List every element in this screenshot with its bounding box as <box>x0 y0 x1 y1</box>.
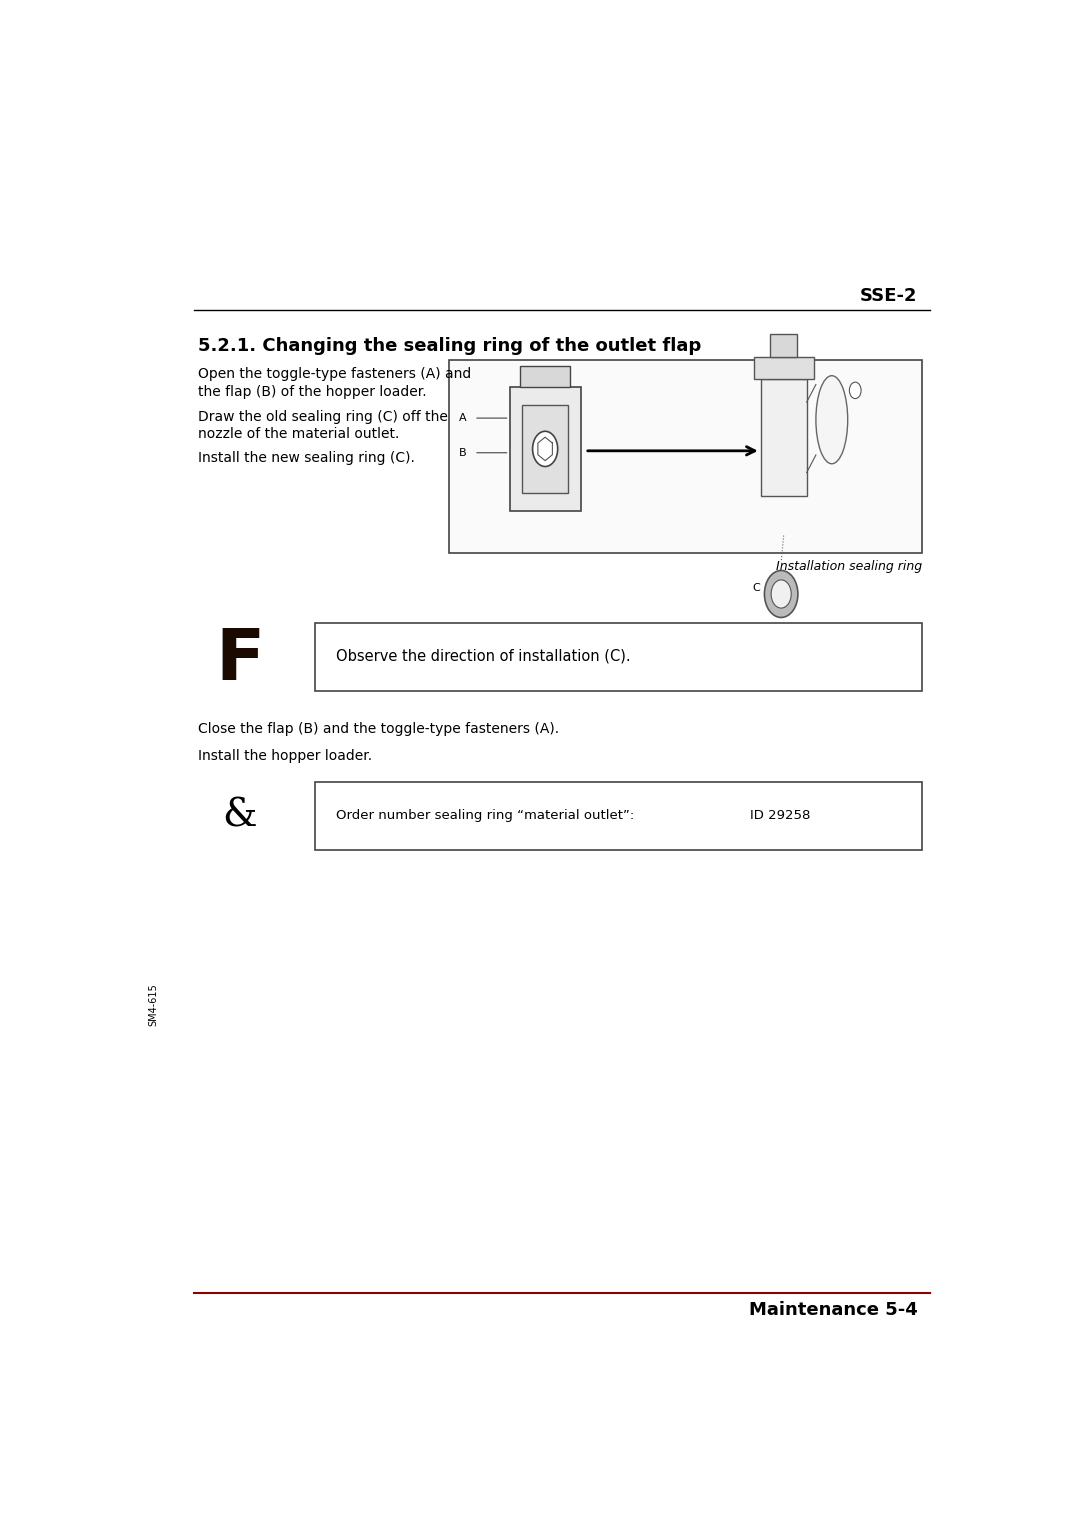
Text: Install the new sealing ring (C).: Install the new sealing ring (C). <box>198 451 415 465</box>
Text: SSE-2: SSE-2 <box>860 287 918 305</box>
Bar <box>315 782 922 849</box>
Text: Close the flap (B) and the toggle-type fasteners (A).: Close the flap (B) and the toggle-type f… <box>198 721 559 737</box>
Text: Installation sealing ring: Installation sealing ring <box>775 560 922 573</box>
Text: Install the hopper loader.: Install the hopper loader. <box>198 749 372 762</box>
Ellipse shape <box>815 375 848 464</box>
Bar <box>760 378 807 496</box>
Text: the flap (B) of the hopper loader.: the flap (B) of the hopper loader. <box>198 384 427 400</box>
Circle shape <box>771 580 792 608</box>
Bar <box>315 624 922 691</box>
Text: Order number sealing ring “material outlet”:: Order number sealing ring “material outl… <box>336 810 634 822</box>
Circle shape <box>532 432 557 467</box>
Bar <box>521 366 570 387</box>
Bar <box>770 334 797 357</box>
Text: F: F <box>215 627 265 695</box>
Text: B: B <box>459 448 467 458</box>
Bar <box>510 387 581 511</box>
Circle shape <box>765 570 798 618</box>
Text: SM4-615: SM4-615 <box>148 984 159 1026</box>
Text: nozzle of the material outlet.: nozzle of the material outlet. <box>198 427 400 441</box>
Text: Draw the old sealing ring (C) off the: Draw the old sealing ring (C) off the <box>198 410 447 424</box>
Text: C: C <box>753 583 760 593</box>
Text: 5.2.1. Changing the sealing ring of the outlet flap: 5.2.1. Changing the sealing ring of the … <box>198 337 701 355</box>
Text: Maintenance 5-4: Maintenance 5-4 <box>748 1301 918 1319</box>
Text: ID 29258: ID 29258 <box>751 810 811 822</box>
Bar <box>754 357 813 378</box>
Text: Observe the direction of installation (C).: Observe the direction of installation (C… <box>336 648 631 663</box>
Bar <box>449 360 922 554</box>
Text: Open the toggle-type fasteners (A) and: Open the toggle-type fasteners (A) and <box>198 368 471 381</box>
Text: &: & <box>222 798 257 834</box>
Circle shape <box>849 383 861 398</box>
Bar <box>522 404 568 493</box>
Text: A: A <box>459 413 467 422</box>
